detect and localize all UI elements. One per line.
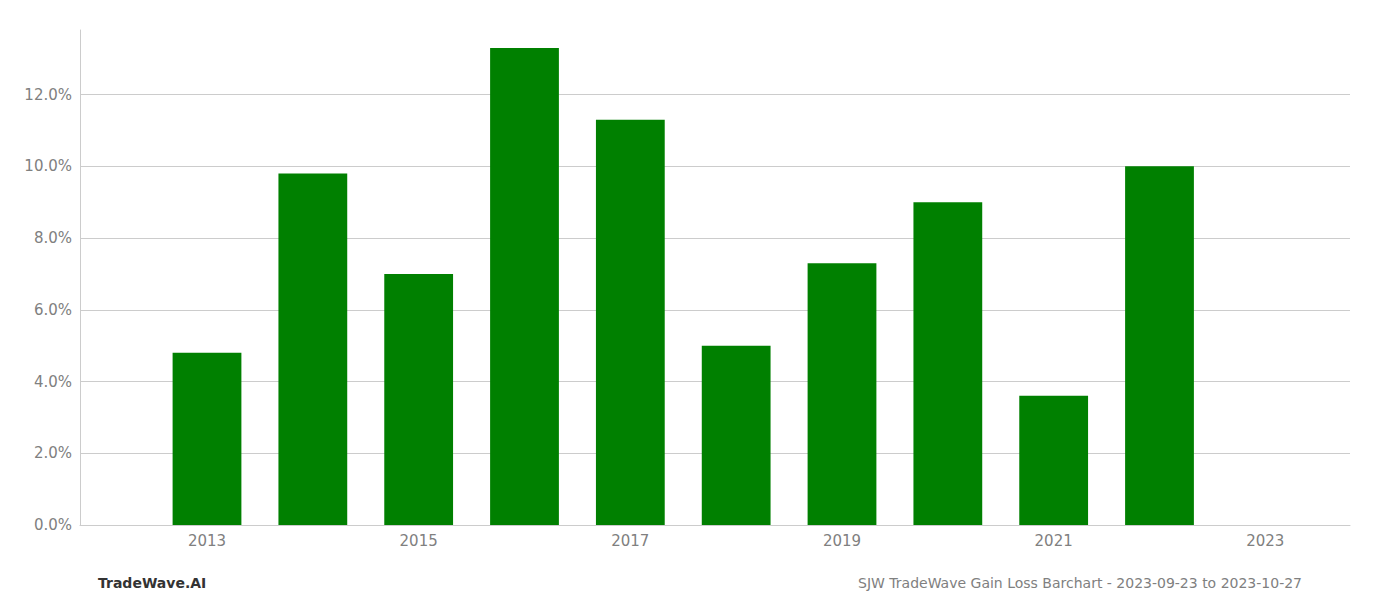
svg-text:2023: 2023 — [1246, 532, 1284, 550]
svg-text:6.0%: 6.0% — [34, 301, 72, 319]
svg-text:2015: 2015 — [400, 532, 438, 550]
svg-text:10.0%: 10.0% — [24, 157, 72, 175]
svg-text:12.0%: 12.0% — [24, 86, 72, 104]
svg-text:8.0%: 8.0% — [34, 229, 72, 247]
svg-text:0.0%: 0.0% — [34, 516, 72, 534]
svg-text:4.0%: 4.0% — [34, 373, 72, 391]
svg-text:2019: 2019 — [823, 532, 861, 550]
svg-text:TradeWave.AI: TradeWave.AI — [98, 575, 206, 591]
svg-text:2.0%: 2.0% — [34, 444, 72, 462]
svg-text:SJW TradeWave Gain Loss Barcha: SJW TradeWave Gain Loss Barchart - 2023-… — [858, 575, 1302, 591]
svg-text:2013: 2013 — [188, 532, 226, 550]
svg-text:2017: 2017 — [611, 532, 649, 550]
svg-text:2021: 2021 — [1035, 532, 1073, 550]
